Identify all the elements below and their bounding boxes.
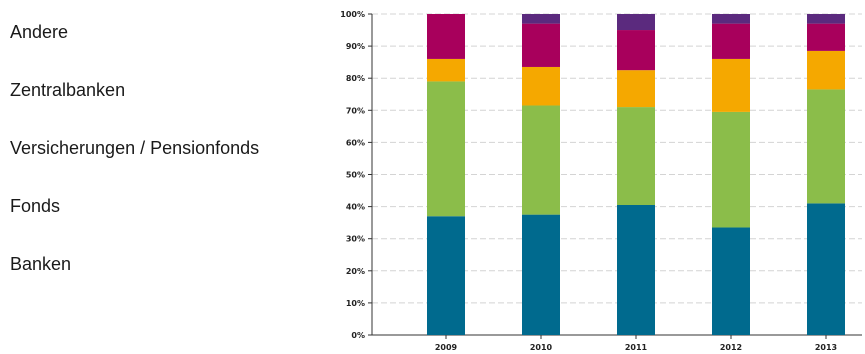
bar-segment <box>712 23 750 59</box>
bar-segment <box>712 111 750 228</box>
y-tick-label: 90% <box>346 42 365 51</box>
y-tick-label: 10% <box>346 299 365 308</box>
x-tick-label: 2013 <box>815 343 837 352</box>
y-tick-label: 80% <box>346 74 365 83</box>
bar-segment <box>617 30 655 71</box>
x-tick-label: 2010 <box>530 343 553 352</box>
y-tick-label: 60% <box>346 138 365 147</box>
bar-segment <box>617 107 655 205</box>
bar-segment <box>712 58 750 112</box>
bar-segment <box>522 14 560 24</box>
x-tick-label: 2009 <box>435 343 458 352</box>
x-tick-label: 2011 <box>625 343 648 352</box>
y-tick-label: 30% <box>346 235 365 244</box>
bar-segment <box>427 81 465 217</box>
bar-segment <box>807 89 845 204</box>
y-tick-label: 40% <box>346 203 365 212</box>
y-tick-label: 0% <box>351 331 365 340</box>
bar-segment <box>427 58 465 82</box>
legend-item-versicherungen: Versicherungen / Pensionfonds <box>10 138 260 158</box>
bar-segment <box>712 14 750 24</box>
bar-segment <box>522 105 560 215</box>
bar-segment <box>712 227 750 335</box>
y-tick-label: 100% <box>340 10 365 19</box>
bar-segment <box>807 23 845 51</box>
bar-segment <box>617 70 655 108</box>
bar-segment <box>807 14 845 24</box>
y-tick-label: 70% <box>346 106 365 115</box>
bar-segment <box>807 50 845 90</box>
y-tick-label: 20% <box>346 267 365 276</box>
bar-segment <box>617 204 655 335</box>
bar-segment <box>522 214 560 335</box>
legend-item-banken: Banken <box>10 254 72 274</box>
y-tick-label: 50% <box>346 171 365 180</box>
bar-segment <box>807 203 845 335</box>
legend-item-fonds: Fonds <box>10 196 61 216</box>
bar-segment <box>522 66 560 106</box>
bar-segment <box>427 216 465 335</box>
bar-segment <box>427 14 465 59</box>
bar-segment <box>617 14 655 31</box>
x-tick-label: 2012 <box>720 343 742 352</box>
chart-legend: Andere Zentralbanken Versicherungen / Pe… <box>10 0 350 354</box>
bar-segment <box>522 23 560 67</box>
legend-item-zentralbanken: Zentralbanken <box>10 80 126 100</box>
legend-item-andere: Andere <box>10 22 69 42</box>
